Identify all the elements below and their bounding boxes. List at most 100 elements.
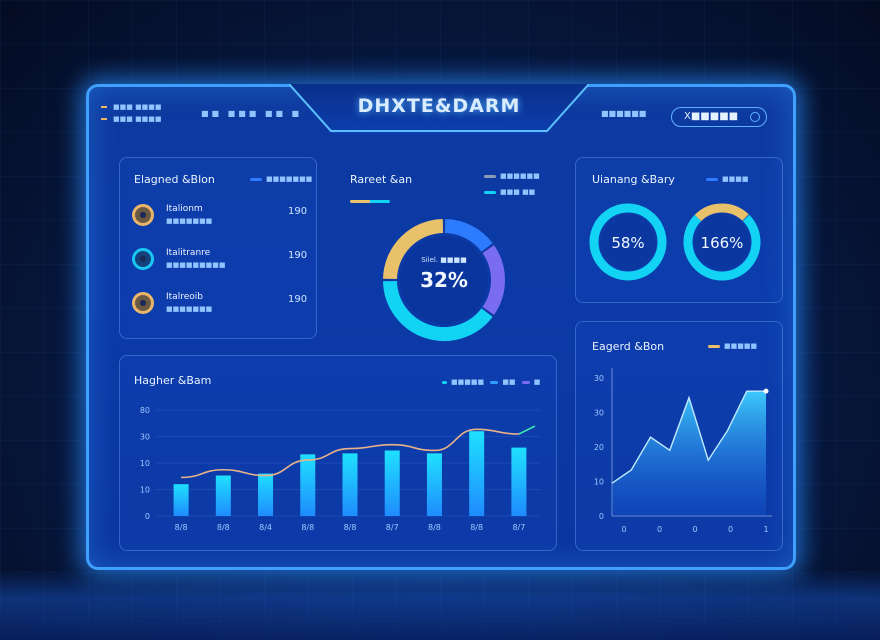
bar	[300, 454, 316, 516]
list-item-name: Italitranre	[166, 248, 211, 258]
donut-legend-label-2: ■■■ ■■	[500, 188, 536, 196]
legend-swatch-icon	[484, 190, 496, 194]
list-panel-legend: ■■■■■■■	[250, 175, 312, 183]
bar	[215, 475, 231, 516]
header-dot-icon	[101, 106, 107, 108]
ring-progress	[589, 203, 667, 281]
list-item-value: 190	[288, 294, 308, 305]
dashboard-screen: DHXTE&DARM ■■■ ■■■■ ■■■ ■■■■ ■■ ■■■ ■■ ■…	[86, 84, 796, 570]
bar-panel: Hagher &Bam ■■■■■ ■■ ■ 80 30 10 10 0 8/8 8/8 8/…	[119, 355, 557, 551]
rings-panel-title: Uianang &Bary	[592, 173, 675, 186]
y-tick-label: 0	[599, 512, 604, 521]
bar	[511, 447, 527, 516]
bar-legend: ■■■■■ ■■ ■	[442, 378, 540, 386]
list-panel-title: Elagned &Blon	[134, 173, 215, 186]
search-value: X■■■■■	[684, 111, 739, 122]
donut-center-value: 32%	[420, 268, 468, 292]
list-item[interactable]: ● Italionm ■■■■■■■ 190	[132, 202, 310, 230]
bar	[342, 453, 358, 516]
bar	[426, 453, 442, 516]
list-item[interactable]: ● Italreoib ■■■■■■■ 190	[132, 290, 310, 318]
header-mid-text: ■■ ■■■ ■■ ■	[201, 109, 303, 118]
ring-hole	[694, 214, 750, 270]
ring-progress	[683, 214, 761, 281]
x-tick-label: 8/8	[217, 523, 230, 532]
title-tab	[289, 84, 589, 134]
dashboard-title: DHXTE&DARM	[357, 95, 521, 117]
area-fill	[612, 391, 766, 516]
x-tick-label: 0	[621, 525, 626, 534]
bar	[173, 484, 189, 516]
bar-legend-label-2: ■■	[502, 378, 516, 386]
y-tick-label: 0	[145, 512, 150, 521]
ring-gauges	[589, 203, 761, 281]
ring-accent	[694, 203, 749, 222]
donut-legend-2: ■■■ ■■	[484, 188, 535, 196]
floor-glow	[0, 570, 880, 640]
bar-legend-label-3: ■	[533, 378, 541, 386]
donut-segment	[482, 245, 505, 315]
area-panel: Eagerd &Bon ■■■■■ 30 30 20 10 0 0 0 0 0 1	[575, 321, 783, 551]
list-item-value: 190	[288, 250, 308, 261]
x-tick-label: 8/8	[175, 523, 188, 532]
legend-swatch-icon	[442, 380, 447, 384]
ring-2-value: 166%	[700, 234, 744, 252]
list-legend-label: ■■■■■■■	[266, 175, 313, 183]
coin-icon: ●	[132, 248, 154, 270]
x-tick-label: 0	[692, 525, 697, 534]
search-input[interactable]: X■■■■■	[671, 107, 767, 127]
list-item-sub: ■■■■■■■■■	[166, 261, 226, 269]
legend-swatch-icon	[484, 174, 496, 178]
area-legend-label: ■■■■■	[724, 342, 758, 350]
x-tick-label: 8/8	[301, 523, 314, 532]
legend-swatch-icon	[490, 380, 499, 384]
area-panel-title: Eagerd &Bon	[592, 340, 665, 353]
y-tick-label: 30	[594, 409, 604, 418]
x-tick-label: 8/8	[470, 523, 483, 532]
bar	[258, 473, 274, 516]
y-tick-label: 30	[140, 433, 150, 442]
bar	[384, 450, 400, 516]
list-item-sub: ■■■■■■■	[166, 217, 213, 225]
donut-segment	[383, 280, 493, 341]
donut-panel: Rareet &an ■■■■■■ ■■■ ■■ Siiel. ■■■■ 32%	[335, 157, 557, 341]
x-tick-label: 8/7	[512, 523, 525, 532]
title-tab-border	[289, 84, 589, 132]
area-chart: 30 30 20 10 0 0 0 0 0 1	[594, 368, 772, 534]
legend-swatch-icon	[706, 177, 718, 181]
header-left-line-2: ■■■ ■■■■	[113, 115, 162, 123]
header-left-info: ■■■ ■■■■ ■■■ ■■■■	[101, 101, 162, 125]
coin-icon: ●	[132, 204, 154, 226]
donut-segment	[444, 219, 493, 252]
bar-panel-title: Hagher &Bam	[134, 374, 212, 387]
x-tick-label: 0	[728, 525, 733, 534]
header-right-text: ■■■■■■	[601, 109, 647, 118]
x-tick-label: 8/8	[344, 523, 357, 532]
rings-legend: ■■■■	[706, 175, 748, 183]
list-item[interactable]: ● Italitranre ■■■■■■■■■ 190	[132, 246, 310, 274]
y-tick-label: 20	[594, 443, 604, 452]
rings-legend-label: ■■■■	[722, 175, 749, 183]
ring-1-value: 58%	[611, 234, 645, 252]
x-tick-label: 0	[657, 525, 662, 534]
donut-legend-1: ■■■■■■	[484, 172, 540, 180]
list-item-name: Italreoib	[166, 292, 203, 302]
donut-hole	[400, 236, 488, 324]
donut-chart	[383, 219, 505, 341]
donut-legend-label-1: ■■■■■■	[500, 172, 540, 180]
bar	[469, 431, 485, 516]
bar-legend-label-1: ■■■■■	[451, 378, 485, 386]
legend-swatch-icon	[250, 177, 262, 181]
donut-mini-bar	[350, 200, 390, 203]
bar-chart: 80 30 10 10 0 8/8 8/8 8/4 8/8 8/8 8/7 8/8 8/8 8/7	[140, 406, 540, 532]
list-item-sub: ■■■■■■■	[166, 305, 213, 313]
donut-segment	[383, 219, 444, 280]
area-end-point	[763, 388, 769, 394]
ring-hole	[600, 214, 656, 270]
x-tick-label: 8/4	[259, 523, 272, 532]
y-tick-label: 30	[594, 374, 604, 383]
y-tick-label: 80	[140, 406, 150, 415]
x-tick-label: 8/8	[428, 523, 441, 532]
legend-swatch-icon	[708, 344, 720, 348]
